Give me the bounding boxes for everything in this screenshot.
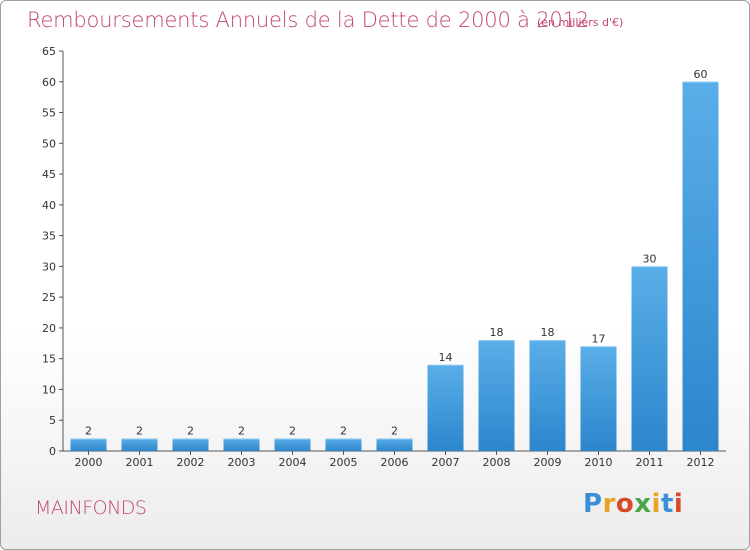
x-tick-label-2008: 2008 <box>483 456 511 469</box>
bar-2003 <box>223 438 260 451</box>
data-label-2000: 2 <box>85 425 92 438</box>
proxiti-logo: Proxiti <box>583 489 683 519</box>
y-tick-label: 35 <box>42 230 56 243</box>
bar-2012 <box>682 81 719 452</box>
y-tick-label: 30 <box>42 260 56 273</box>
data-label-2007: 14 <box>439 351 453 364</box>
logo-letter: t <box>660 489 674 519</box>
x-tick-label-2005: 2005 <box>330 456 358 469</box>
y-tick-label: 10 <box>42 383 56 396</box>
y-tick-label: 40 <box>42 199 56 212</box>
logo-letter: r <box>602 489 616 519</box>
bar-2004 <box>274 438 311 451</box>
logo-letter: i <box>651 489 661 519</box>
x-tick-label-2011: 2011 <box>636 456 664 469</box>
data-label-2006: 2 <box>391 425 398 438</box>
data-label-2010: 17 <box>592 332 606 345</box>
x-tick-label-2007: 2007 <box>432 456 460 469</box>
x-tick-label-2006: 2006 <box>381 456 409 469</box>
data-label-2004: 2 <box>289 425 296 438</box>
x-tick-label-2012: 2012 <box>687 456 715 469</box>
x-tick-label-2010: 2010 <box>585 456 613 469</box>
logo-letter: P <box>583 489 603 519</box>
y-tick-label: 5 <box>49 414 56 427</box>
data-label-2005: 2 <box>340 425 347 438</box>
chart-title: Remboursements Annuels de la Dette de 20… <box>27 8 589 32</box>
y-tick-label: 55 <box>42 107 56 120</box>
y-tick-label: 50 <box>42 137 56 150</box>
y-tick-label: 45 <box>42 168 56 181</box>
bar-2000 <box>70 438 107 451</box>
logo-letter: i <box>673 489 684 519</box>
x-tick-label-2009: 2009 <box>534 456 562 469</box>
bar-2009 <box>529 340 566 451</box>
x-tick-label-2002: 2002 <box>177 456 205 469</box>
x-tick-label-2004: 2004 <box>279 456 307 469</box>
x-tick-label-2003: 2003 <box>228 456 256 469</box>
bar-2007 <box>427 364 464 451</box>
logo-letter: x <box>634 489 652 519</box>
bar-2006 <box>376 438 413 451</box>
data-label-2001: 2 <box>136 425 143 438</box>
bar-2001 <box>121 438 158 451</box>
bar-2002 <box>172 438 209 451</box>
y-tick-label: 20 <box>42 322 56 335</box>
bar-2008 <box>478 340 515 451</box>
x-tick-label-2000: 2000 <box>75 456 103 469</box>
data-label-2003: 2 <box>238 425 245 438</box>
data-label-2008: 18 <box>490 326 504 339</box>
logo-letter: o <box>615 489 635 519</box>
bar-2010 <box>580 346 617 451</box>
data-label-2009: 18 <box>541 326 555 339</box>
data-label-2011: 30 <box>643 252 657 265</box>
x-tick-label-2001: 2001 <box>126 456 154 469</box>
bars <box>70 81 719 452</box>
bar-2005 <box>325 438 362 451</box>
y-tick-label: 65 <box>42 45 56 58</box>
y-tick-label: 0 <box>49 445 56 458</box>
y-tick-label: 15 <box>42 353 56 366</box>
data-label-2002: 2 <box>187 425 194 438</box>
bar-2011 <box>631 266 668 451</box>
data-label-2012: 60 <box>694 68 708 81</box>
axes: 0 5 10 15 20 25 30 35 40 45 50 55 60 65 2000 2001 2002 20… <box>42 45 726 469</box>
y-tick-label: 60 <box>42 76 56 89</box>
y-tick-label: 25 <box>42 291 56 304</box>
commune-name: MAINFONDS <box>35 497 147 519</box>
labels: 2 2 2 2 2 2 2 14 18 18 17 30 60 <box>85 68 708 438</box>
chart-unit: (en milliers d'€) <box>537 16 624 29</box>
